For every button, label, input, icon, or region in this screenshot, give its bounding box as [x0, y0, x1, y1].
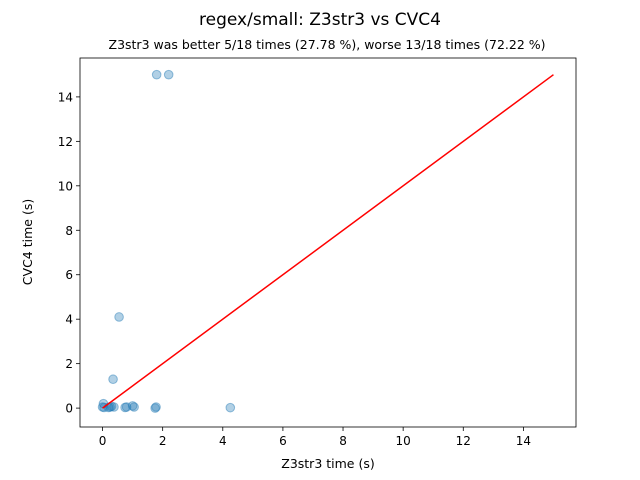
y-axis-label: CVC4 time (s): [20, 199, 35, 285]
data-point: [225, 402, 236, 413]
data-point: [114, 312, 124, 322]
y-tick-label: 12: [58, 135, 73, 149]
x-tick-label: 6: [279, 434, 287, 448]
chart-title: regex/small: Z3str3 vs CVC4: [199, 10, 441, 30]
data-point: [163, 69, 174, 80]
data-point: [97, 402, 108, 412]
x-tick-label: 2: [159, 434, 167, 448]
chart-subtitle: Z3str3 was better 5/18 times (27.78 %), …: [109, 37, 546, 52]
x-tick-label: 12: [456, 434, 471, 448]
data-point: [109, 402, 119, 412]
y-tick-label: 2: [65, 357, 73, 371]
data-point: [127, 401, 138, 411]
x-tick-label: 8: [339, 434, 347, 448]
data-point: [151, 402, 161, 412]
data-point: [150, 403, 160, 413]
data-point: [120, 402, 130, 413]
data-point: [151, 69, 162, 80]
x-tick-label: 4: [219, 434, 227, 448]
y-tick-label: 6: [65, 268, 73, 282]
x-axis-label: Z3str3 time (s): [281, 456, 374, 471]
y-tick-label: 4: [65, 313, 73, 327]
reference-line: [102, 74, 554, 409]
y-tick-label: 0: [65, 402, 73, 416]
y-tick-label: 8: [65, 224, 73, 238]
x-tick-label: 10: [396, 434, 411, 448]
plot-area: 0 2 4 6 8 10 12 14 0 2 4 6 8 10 12 14: [58, 57, 577, 448]
data-point: [129, 402, 139, 412]
y-tick-label: 14: [58, 90, 73, 104]
x-tick-label: 14: [516, 434, 531, 448]
data-point: [121, 402, 132, 412]
y-tick-label: 10: [58, 179, 73, 193]
axes-frame: [79, 57, 577, 428]
x-tick-label: 0: [99, 434, 107, 448]
data-point: [108, 374, 118, 385]
